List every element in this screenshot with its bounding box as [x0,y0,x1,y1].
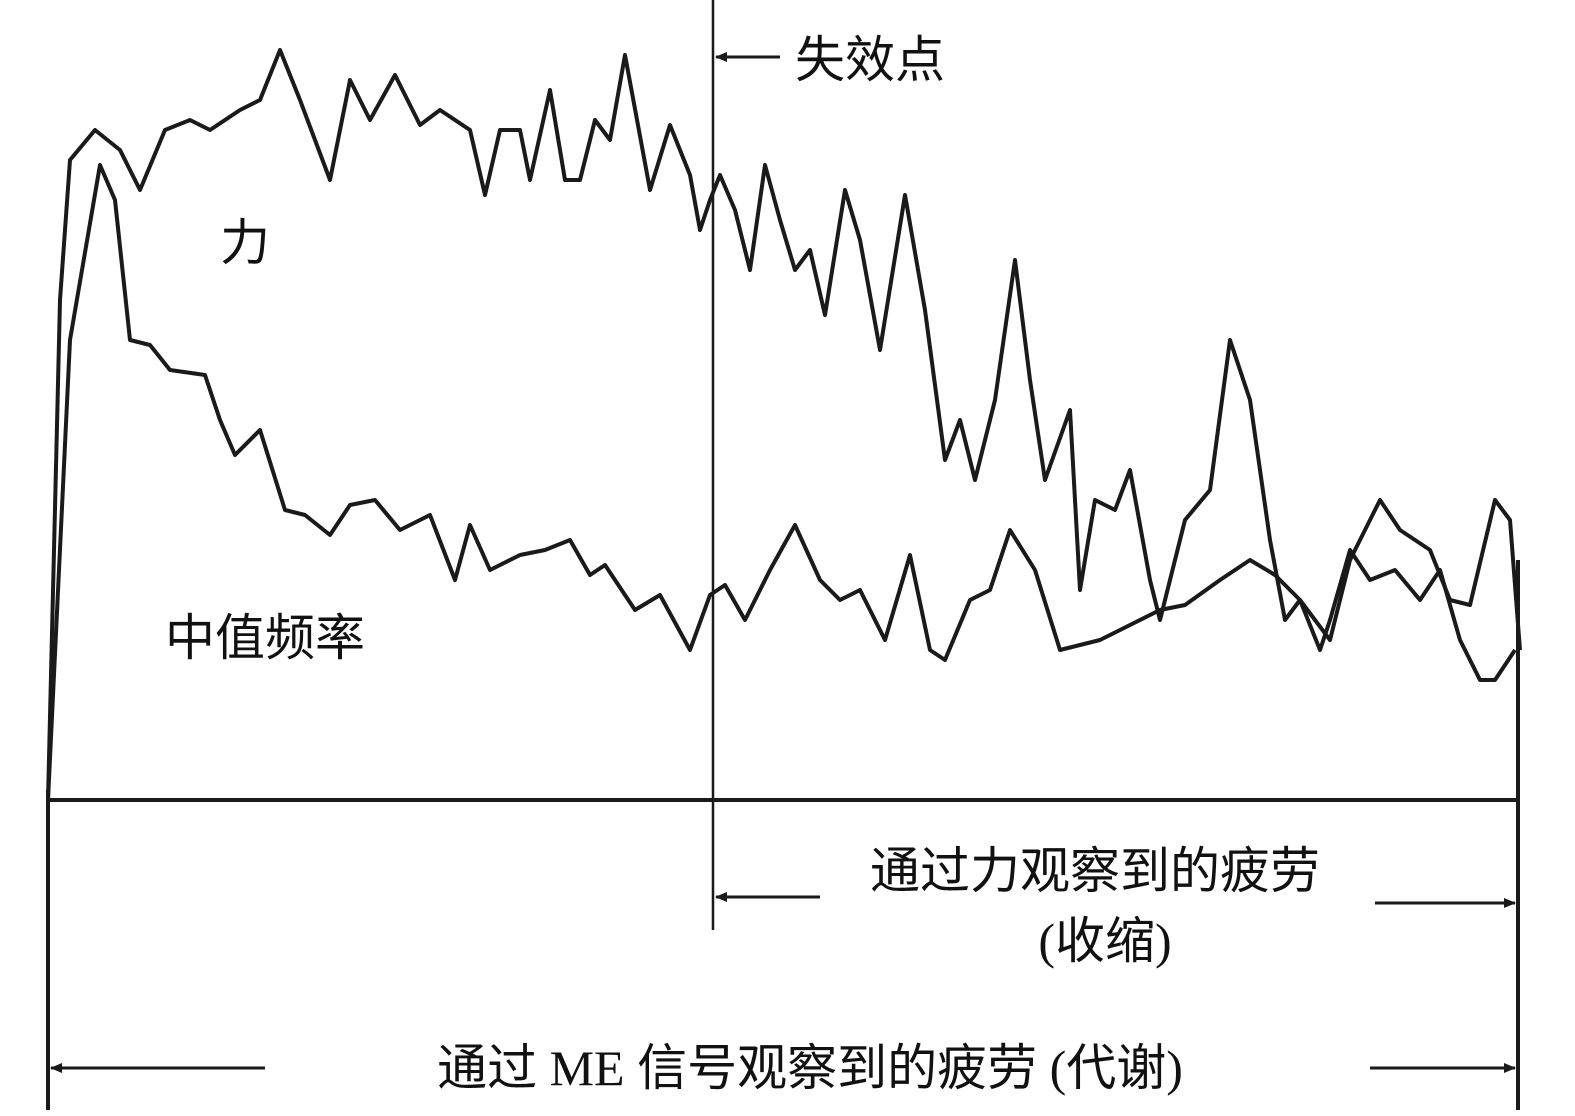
fatigue-force-note: (收缩) [1038,913,1171,969]
force-curve [46,48,1517,801]
force-label: 力 [220,215,270,271]
failure-point-label: 失效点 [795,32,945,88]
median-frequency-label: 中值频率 [165,610,365,666]
median-frequency-curve [46,163,1522,801]
fatigue-me-label: 通过 ME 信号观察到的疲劳 (代谢) [437,1040,1183,1096]
fatigue-force-label: 通过力观察到的疲劳 [870,843,1320,899]
